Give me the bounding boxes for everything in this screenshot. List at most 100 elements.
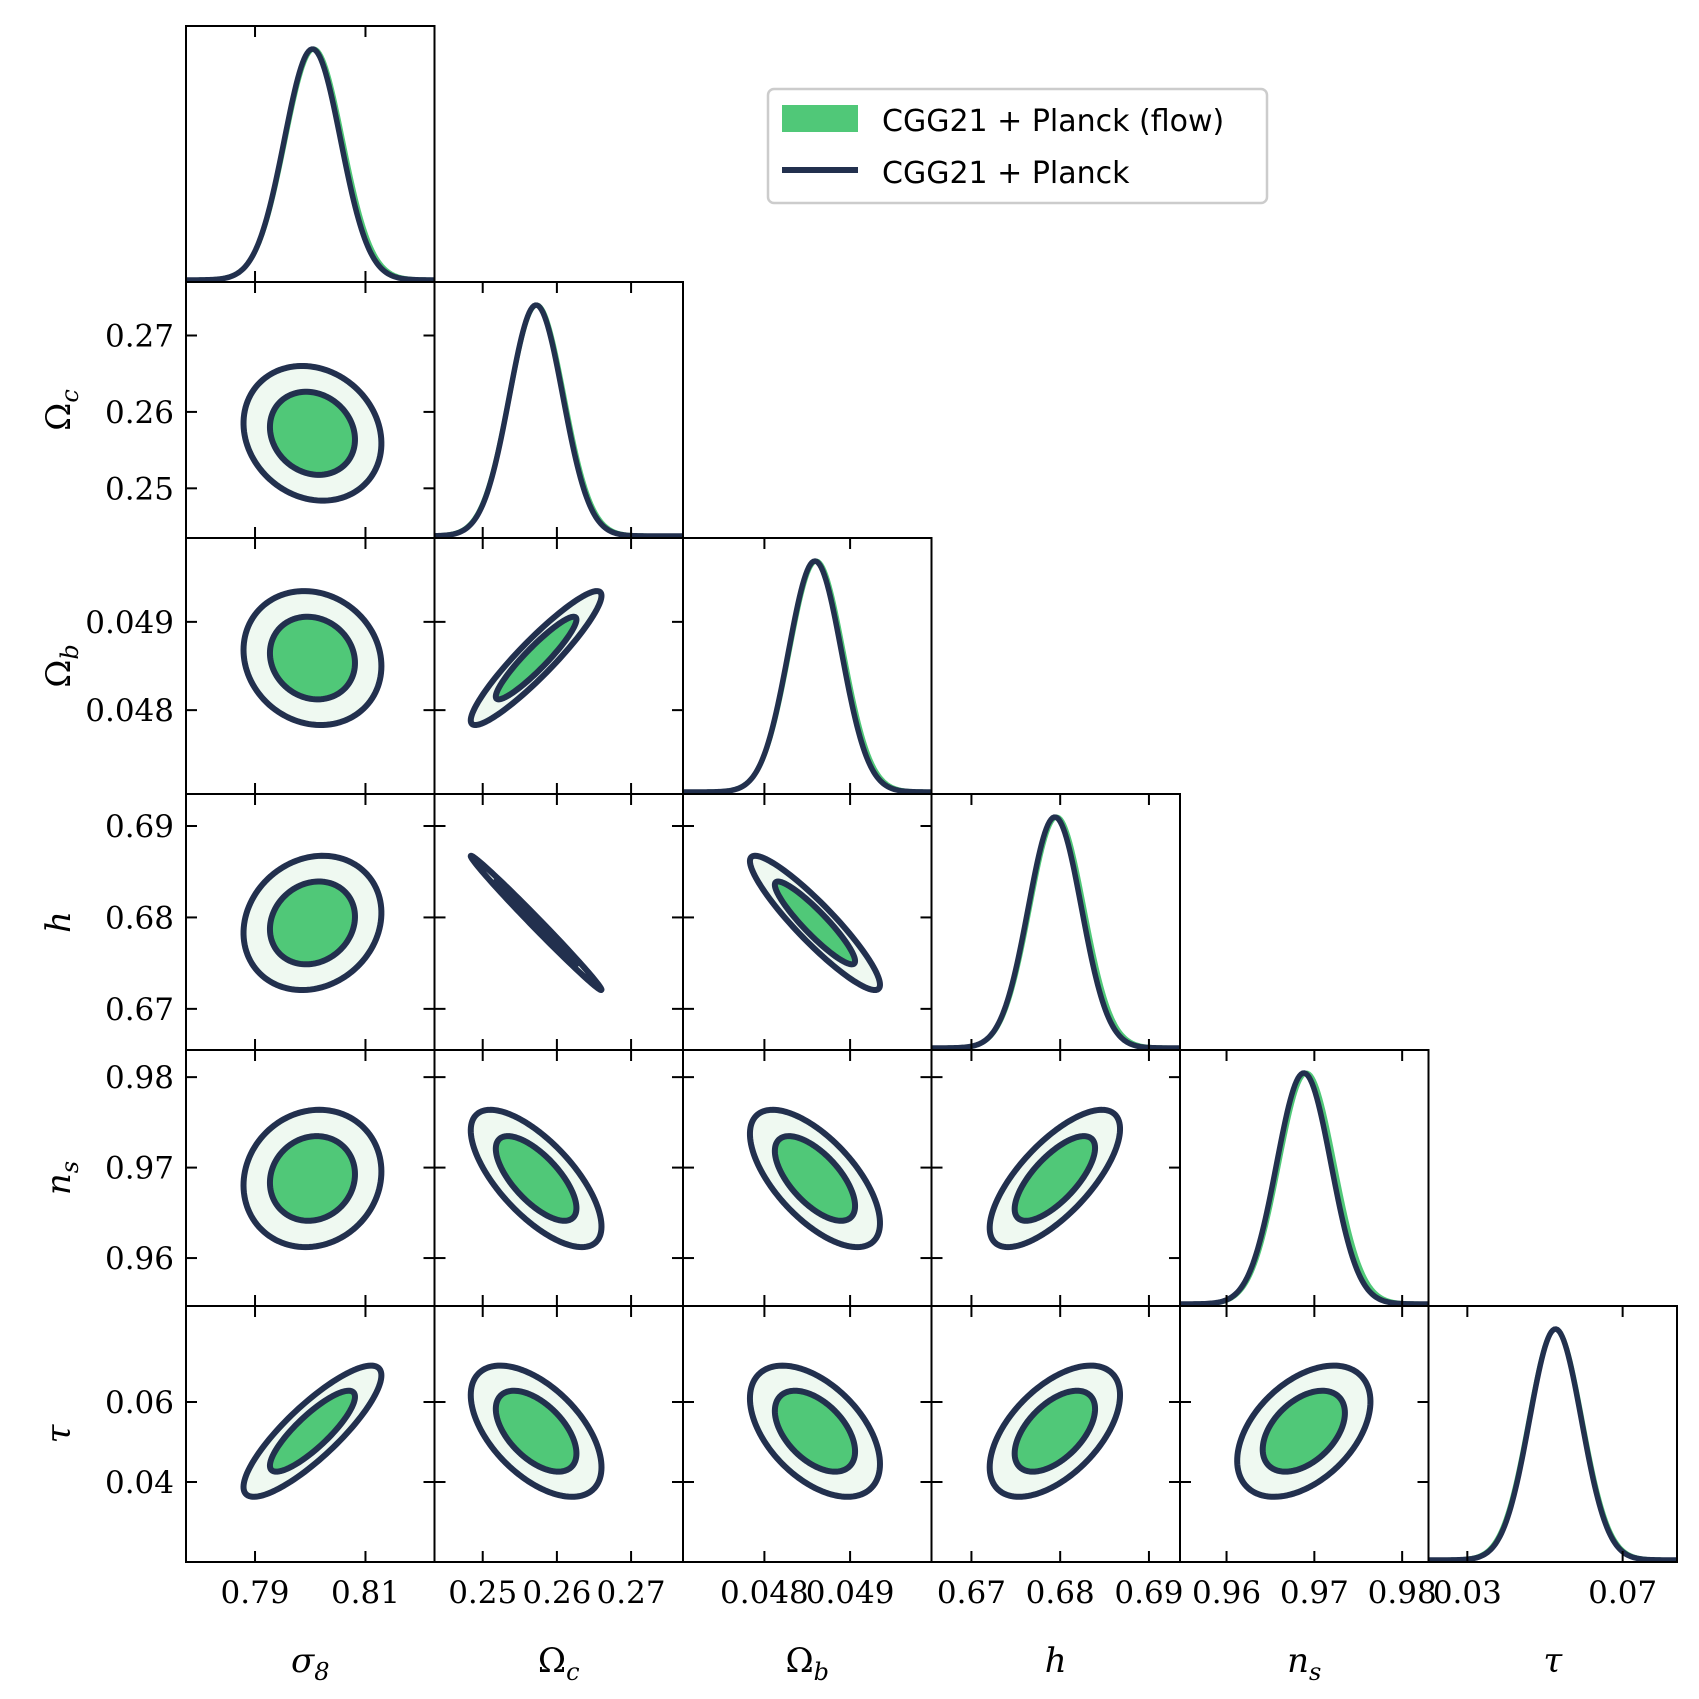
contour68-line-n_s-h [1011,1133,1099,1224]
panel-frame [433,537,684,795]
xtick-label-n_s: 0.98 [1368,1575,1437,1611]
panel-omega_b-vs-omega_c [433,537,684,795]
xlabel-omega_c: Ωc [538,1641,580,1686]
xtick-label-omega_b: 0.048 [720,1575,809,1611]
marginal-n_s-planck [1180,1070,1429,1306]
contour95-line-omega_b-sigma8 [240,588,385,729]
panel-tau-vs-h [930,1305,1181,1563]
contour68-fill-n_s-omega_b [774,1136,856,1221]
contour95-line-tau-sigma8 [240,1362,385,1500]
ytick-label-n_s: 0.96 [105,1241,174,1277]
panel-n_s-vs-sigma8 [185,1049,436,1307]
panel-frame [185,25,436,283]
panel-omega_b-vs-omega_b [682,537,933,795]
ytick-label-omega_c: 0.25 [105,471,174,507]
contour95-line-h-sigma8 [240,852,385,994]
panel-omega_b-vs-sigma8 [185,537,436,795]
contour95-line-n_s-omega_c [467,1106,605,1251]
xtick-label-omega_c: 0.27 [597,1575,666,1611]
panel-tau-vs-n_s [1179,1305,1430,1563]
legend-label-planck: CGG21 + Planck [882,156,1130,191]
xlabel-sigma8: σ8 [291,1641,330,1686]
ytick-label-tau: 0.04 [105,1465,174,1501]
legend-frame [766,87,1269,205]
ylabel-omega_b: Ωb [39,644,84,688]
xtick-label-sigma8: 0.81 [331,1575,400,1611]
ytick-label-omega_c: 0.26 [105,395,174,431]
contour68-fill-h-sigma8 [269,881,355,965]
panel-omega_c-vs-sigma8 [185,281,436,539]
ytick-label-h: 0.69 [105,809,174,845]
contour68-line-h-omega_c [492,878,580,968]
legend-swatch-flow [782,105,858,132]
panel-h-vs-omega_b [682,793,933,1051]
xtick-label-tau: 0.03 [1433,1575,1502,1611]
xtick-label-h: 0.68 [1026,1575,1095,1611]
panel-frame [1179,1049,1430,1307]
contour95-line-omega_b-omega_c [467,588,605,729]
panel-tau-vs-tau [1427,1305,1678,1563]
contour95-line-tau-omega_c [467,1362,605,1500]
contour68-line-n_s-sigma8 [266,1133,358,1224]
legend: CGG21 + Planck (flow) CGG21 + Planck [766,87,1269,205]
contour68-fill-omega_b-omega_c [495,616,577,700]
panel-n_s-vs-n_s [1179,1049,1430,1307]
panel-sigma8-vs-sigma8 [185,25,436,283]
corner-panels [185,25,1678,1563]
contour68-fill-tau-h [1014,1390,1096,1472]
contour68-fill-omega_b-sigma8 [269,616,355,700]
contour68-fill-h-omega_b [774,881,856,965]
panel-frame [930,793,1181,1051]
marginal-h-flow [931,814,1180,1050]
panel-h-vs-h [930,793,1181,1051]
marginal-omega_b-planck [683,558,932,794]
marginal-sigma8-flow [186,46,435,282]
xtick-label-h: 0.69 [1114,1575,1183,1611]
ylabel-tau: τ [39,1423,79,1443]
xtick-label-omega_c: 0.25 [448,1575,517,1611]
marginal-omega_c-planck [434,302,683,538]
legend-label-flow: CGG21 + Planck (flow) [882,104,1224,139]
panel-n_s-vs-omega_c [433,1049,684,1307]
xtick-label-sigma8: 0.79 [221,1575,290,1611]
ylabel-omega_c: Ωc [39,389,84,431]
ylabel-h: h [39,911,79,933]
contour68-fill-tau-sigma8 [269,1390,355,1472]
marginal-h-planck [931,814,1180,1050]
contour68-line-tau-omega_b [771,1387,859,1475]
marginal-omega_b-flow [683,558,932,794]
contour95-line-h-omega_b [746,852,883,994]
contour95-line-n_s-sigma8 [240,1106,385,1251]
contour68-fill-n_s-omega_c [495,1136,577,1221]
contour68-line-tau-omega_c [492,1387,580,1475]
marginal-omega_c-flow [434,302,683,538]
ytick-label-n_s: 0.97 [105,1151,174,1187]
contour95-line-n_s-h [986,1106,1124,1251]
contour95-line-tau-h [986,1362,1124,1500]
contour95-line-tau-n_s [1234,1362,1374,1500]
panel-tau-vs-sigma8 [185,1305,436,1563]
ytick-label-n_s: 0.98 [105,1060,174,1096]
ytick-label-h: 0.67 [105,992,174,1028]
contour68-fill-omega_c-sigma8 [269,391,355,475]
xtick-label-omega_c: 0.26 [522,1575,591,1611]
contour95-line-omega_c-sigma8 [240,362,385,504]
marginal-tau-planck [1428,1326,1677,1562]
contour68-line-n_s-omega_b [771,1133,859,1224]
contour68-line-tau-sigma8 [266,1387,358,1475]
contour68-fill-tau-omega_c [495,1390,577,1472]
ytick-label-tau: 0.06 [105,1385,174,1421]
ylabel-n_s: ns [39,1161,84,1195]
marginal-tau-flow [1428,1326,1677,1562]
panel-frame [1427,1305,1678,1563]
contour95-line-n_s-omega_b [746,1106,883,1251]
xtick-label-tau: 0.07 [1588,1575,1657,1611]
xlabel-tau: τ [1543,1641,1563,1681]
xtick-label-n_s: 0.97 [1280,1575,1349,1611]
xlabel-n_s: ns [1287,1641,1321,1686]
contour68-line-tau-n_s [1259,1387,1348,1475]
contour95-line-tau-omega_b [746,1362,883,1500]
ytick-label-omega_b: 0.049 [85,605,174,641]
contour68-line-h-sigma8 [266,878,358,968]
